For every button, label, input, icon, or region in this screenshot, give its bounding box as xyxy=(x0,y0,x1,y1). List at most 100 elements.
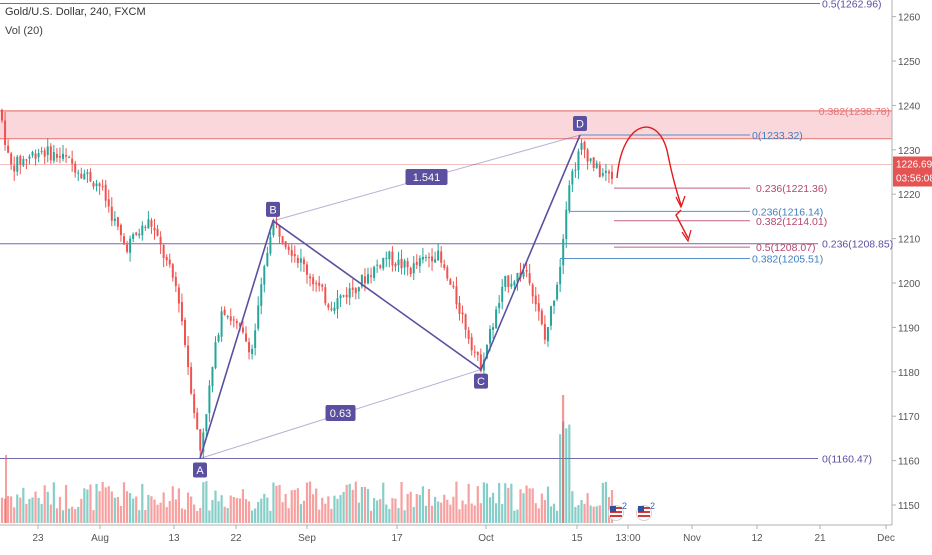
candle-body xyxy=(473,351,476,353)
candle-body xyxy=(443,264,446,268)
volume-bar xyxy=(312,494,315,523)
candle-body xyxy=(394,263,397,267)
volume-bar xyxy=(479,503,482,523)
abcd-pattern-legs[interactable] xyxy=(199,134,581,459)
candle-body xyxy=(119,224,122,236)
candle-body xyxy=(360,275,363,287)
volume-bar xyxy=(580,500,583,523)
candle-body xyxy=(452,285,455,288)
volume-bar xyxy=(354,481,357,523)
price-level-label: 0.382(1238.78) xyxy=(819,106,890,118)
candle-body xyxy=(583,141,586,150)
candle-body xyxy=(306,264,308,275)
candle-body xyxy=(586,149,589,162)
volume-bar xyxy=(22,487,25,523)
volume-bar xyxy=(385,504,388,523)
price-level-label: 0.382(1205.51) xyxy=(752,254,823,266)
volume-bar xyxy=(58,496,62,523)
candle-body xyxy=(281,236,284,243)
candle-body xyxy=(174,276,177,287)
volume-bar xyxy=(513,510,516,523)
candle-body xyxy=(132,234,135,240)
volume-bar xyxy=(254,508,257,523)
candle-body xyxy=(336,298,339,310)
candle-body xyxy=(611,171,613,179)
volume-bar xyxy=(424,505,428,523)
candle-body xyxy=(431,256,434,262)
candle-body xyxy=(589,158,592,161)
candle-body xyxy=(446,267,449,279)
candle-body xyxy=(269,236,272,254)
candle-body xyxy=(507,275,510,288)
volume-bar xyxy=(391,498,394,523)
candle-body xyxy=(461,312,464,315)
point-a-marker[interactable] xyxy=(193,462,207,478)
volume-bar xyxy=(46,491,49,523)
candle-body xyxy=(257,305,260,329)
candle-body xyxy=(55,153,58,158)
volume-bar xyxy=(562,395,565,523)
point-d-marker[interactable] xyxy=(573,116,587,132)
candle-body xyxy=(403,260,406,268)
point-b-marker[interactable] xyxy=(266,201,280,217)
x-tick-label: 23 xyxy=(32,533,44,544)
volume-bar xyxy=(498,482,501,523)
volume-bar xyxy=(537,508,540,523)
volume-bar xyxy=(366,489,370,523)
price-level-label: 0(1160.47) xyxy=(822,454,872,466)
volume-bar xyxy=(394,498,397,523)
volume-bar xyxy=(25,503,28,523)
volume-bar xyxy=(363,486,367,523)
candle-body xyxy=(65,155,68,157)
volume-bar xyxy=(0,497,4,523)
volume-bar xyxy=(388,508,391,523)
candle-body xyxy=(370,275,373,277)
candle-body xyxy=(101,186,104,188)
volume-bar xyxy=(55,508,58,523)
volume-bar xyxy=(351,489,354,523)
volume-bar xyxy=(604,481,607,523)
volume-bar xyxy=(446,499,449,523)
volume-bar xyxy=(504,483,507,523)
volume-bar xyxy=(251,510,254,523)
candle-body xyxy=(62,153,64,159)
candle-body xyxy=(351,287,354,290)
candle-body xyxy=(129,238,132,253)
point-c-marker[interactable] xyxy=(474,373,488,389)
projection-arc xyxy=(616,126,682,206)
volume-bar xyxy=(110,491,113,523)
volume-bar xyxy=(138,510,141,523)
volume-bar xyxy=(345,484,348,523)
point-c-label: C xyxy=(477,376,485,388)
volume-bar xyxy=(430,505,434,523)
candle-body xyxy=(415,261,418,265)
volume-bar xyxy=(263,493,266,523)
volume-bar xyxy=(437,501,440,523)
candle-body xyxy=(284,241,287,248)
volume-bar xyxy=(260,498,263,523)
candle-body xyxy=(513,281,516,286)
price-axis-bg xyxy=(892,0,932,550)
volume-bar xyxy=(287,508,290,523)
x-tick-label: Nov xyxy=(683,533,701,544)
candle-body xyxy=(138,233,141,236)
candle-body xyxy=(528,273,531,284)
candle-body xyxy=(421,256,424,260)
candle-body xyxy=(92,182,95,187)
volume-bar xyxy=(522,493,525,523)
current-price-value: 1226.69 xyxy=(896,159,932,170)
volume-bar xyxy=(220,495,223,523)
volume-bar xyxy=(525,485,528,523)
candle-body xyxy=(315,283,318,285)
y-tick-label: 1230 xyxy=(898,146,921,157)
candle-body xyxy=(373,266,376,278)
candle-body xyxy=(71,158,74,164)
volume-bar xyxy=(162,492,165,523)
candle-body xyxy=(263,266,266,285)
volume-bar xyxy=(482,482,485,523)
volume-bar xyxy=(452,496,455,523)
volume-bar xyxy=(470,503,473,523)
volume-bar xyxy=(107,486,110,523)
y-tick-label: 1210 xyxy=(898,235,921,246)
